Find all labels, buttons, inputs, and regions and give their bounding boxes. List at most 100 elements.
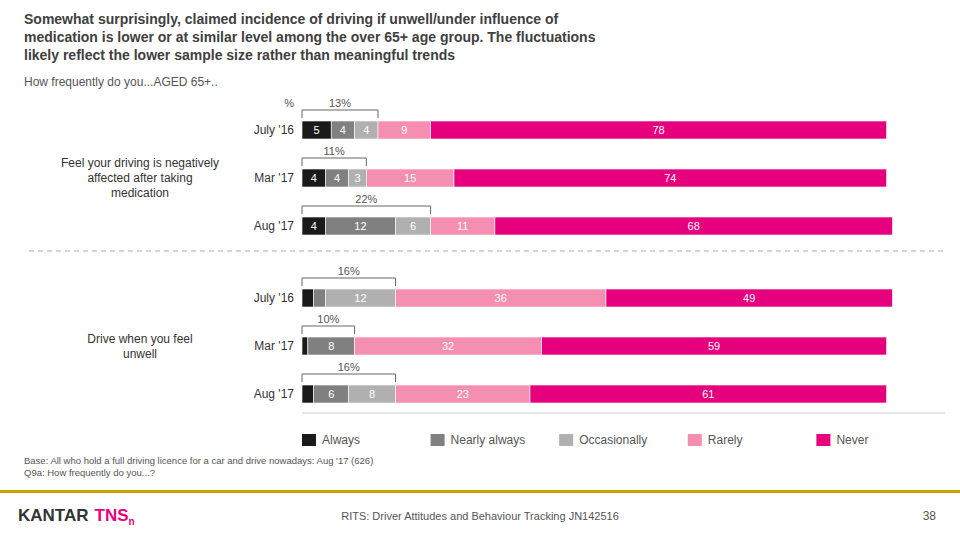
bracket [302,158,366,166]
legend-swatch [302,434,316,446]
bar-segment [454,169,887,187]
text-line: affected after taking [87,171,192,185]
footer-page: 38 [923,509,937,523]
legend-swatch [559,434,573,446]
labels: 544978July '1613%4431574Mar '1711%412611… [61,97,755,401]
logo-part: TNS [95,506,129,525]
bar-segment [302,385,314,403]
bar-segment [530,385,887,403]
text-line: Base: All who hold a full driving licenc… [24,455,373,466]
data-label: 32 [442,340,454,352]
bracket-label: 13% [329,97,351,109]
data-label: 4 [363,124,369,136]
bar-segment [396,217,431,235]
bars [302,121,892,403]
bracket [302,110,378,118]
data-label: 74 [664,172,676,184]
background [0,0,960,540]
legend-label: Rarely [708,433,743,447]
bar-segment [431,121,887,139]
bar-segment [378,121,431,139]
data-label: 11 [457,220,468,232]
category-label: Mar '17 [254,339,294,353]
bar-segment [542,337,887,355]
bar-segment [302,121,331,139]
bar-segment [331,121,354,139]
legend-swatch [688,434,702,446]
bracket [302,326,355,334]
chart-root: Somewhat surprisingly, claimed incidence… [0,0,960,540]
bracket [302,374,396,382]
category-label: Aug '17 [254,219,295,233]
axis-line [302,413,945,414]
bar-segment [396,385,530,403]
text-line: medication [111,186,169,200]
bar-segment [606,289,892,307]
bar-segment [349,169,367,187]
bar-segment [325,289,395,307]
data-label: 12 [354,220,366,232]
text-line: Somewhat surprisingly, claimed incidence… [24,11,558,27]
footer-center: RITS: Driver Attitudes and Behaviour Tra… [341,510,619,522]
text-line: Q9a: How frequently do you...? [24,467,155,478]
bar-segment [314,289,326,307]
data-label: 68 [688,220,700,232]
data-label: 61 [702,388,714,400]
footer-logo: KANTARTNSn [18,506,135,527]
bar-segment [302,337,308,355]
bar-segment [302,169,325,187]
text-line: Drive when you feel [87,332,192,346]
category-label: Mar '17 [254,171,294,185]
group-label: Drive when you feelunwell [87,332,192,361]
group-separator [29,251,945,252]
data-label: 12 [354,292,366,304]
bar-segment [366,169,454,187]
bar-segment [355,121,378,139]
group-label: Feel your driving is negativelyaffected … [61,156,219,200]
legend-swatch [431,434,445,446]
data-label: 8 [328,340,334,352]
legend-swatch [816,434,830,446]
bracket [302,206,431,214]
bar-segment [355,337,542,355]
data-label: 3 [354,172,360,184]
title: Somewhat surprisingly, claimed incidence… [24,11,596,63]
data-label: 49 [743,292,755,304]
data-label: 5 [314,124,320,136]
bracket-label: 11% [324,145,345,157]
data-label: 6 [410,220,416,232]
legend-label: Always [322,433,360,447]
bracket [302,278,396,286]
data-label: 36 [495,292,507,304]
category-label: July '16 [254,291,295,305]
data-label: 9 [401,124,407,136]
text-line: likely reflect the lower sample size rat… [24,47,455,63]
data-label: 23 [457,388,469,400]
subtitle: How frequently do you...AGED 65+.. [24,75,218,89]
bar-segment [431,217,495,235]
legend-label: Occasionally [579,433,647,447]
bracket-label: 22% [355,193,377,205]
bar-segment [349,385,396,403]
category-label: July '16 [254,123,295,137]
bar-segment [302,217,325,235]
data-label: 6 [328,388,334,400]
bar-segment [396,289,606,307]
data-label: 4 [311,220,317,232]
legend-label: Never [836,433,868,447]
bar-segment [325,217,395,235]
bar-segment [495,217,892,235]
logo-part: KANTAR [18,506,89,525]
legend-label: Nearly always [451,433,526,447]
bar-segment [302,289,314,307]
category-label: Aug '17 [254,387,295,401]
bracket-label: 16% [338,265,360,277]
data-label: 4 [340,124,346,136]
rule [0,490,960,493]
bracket-label: 16% [338,361,360,373]
data-label: 59 [708,340,720,352]
unit-label: % [284,97,294,109]
data-label: 4 [311,172,317,184]
data-label: 78 [652,124,664,136]
data-label: 8 [369,388,375,400]
